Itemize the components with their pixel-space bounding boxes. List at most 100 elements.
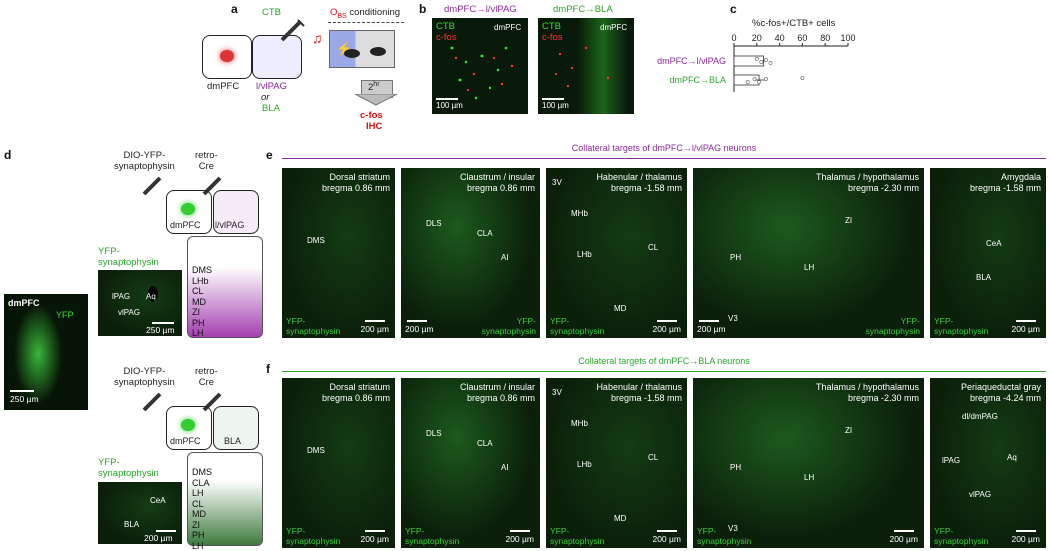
struct-label: LH [804, 473, 814, 482]
tgt-label-top: l/vlPAG [215, 220, 244, 230]
target-list-item: PH [192, 530, 258, 541]
scale-label: 200 µm [652, 534, 681, 544]
cfos-legend: c-fos [436, 32, 457, 43]
neuron-icon [220, 50, 234, 62]
yfp-label: YFP-synaptophysin [286, 316, 340, 336]
data-point [764, 58, 767, 61]
scale-bar [365, 320, 385, 322]
struct-label: AI [501, 463, 509, 472]
scale-label: 200 µm [360, 534, 389, 544]
data-point [760, 60, 763, 63]
ctb-legend: CTB [542, 21, 561, 32]
scale-bar [436, 98, 458, 100]
scale-bar [510, 530, 530, 532]
struct-label: DMS [307, 446, 325, 455]
x-tick-label: 0 [731, 33, 736, 43]
scale-bar [156, 530, 176, 532]
scale-label: 200 µm [697, 324, 726, 334]
scale-bar [657, 530, 677, 532]
scale-label: 200 µm [889, 534, 918, 544]
struct-label: 3V [552, 388, 562, 397]
scale-bar [1016, 530, 1036, 532]
dmpfc-injection-image: dmPFC YFP 250 µm [4, 294, 88, 410]
img1-title: dmPFC→l/vlPAG [444, 4, 517, 15]
struct-label: DLS [426, 219, 442, 228]
retro-label: retro-Cre [195, 150, 218, 172]
target-list-item: MD [192, 297, 258, 308]
yfp-label: YFP-synaptophysin [482, 316, 536, 336]
target-list-item: CLA [192, 478, 258, 489]
virus-label: DIO-YFP-synaptophysin [114, 366, 175, 388]
struct-label: vlPAG [969, 490, 991, 499]
target-list-item: CL [192, 286, 258, 297]
panel-label-d: d [4, 148, 11, 162]
region-label: dmPFC [494, 23, 521, 32]
yfp-label: YFP-synaptophysin [934, 526, 988, 546]
dmpfc-label: dmPFC [207, 81, 239, 92]
yfp-label: YFP-synaptophysin [934, 316, 988, 336]
scale-bar [894, 530, 914, 532]
yfp-label: YFP-synaptophysin [405, 526, 459, 546]
scale-label: 250 µm [10, 394, 39, 404]
struct-label: CL [648, 243, 658, 252]
struct-label: Aq [146, 292, 156, 301]
target-list-item: DMS [192, 467, 258, 478]
scale-bar [657, 320, 677, 322]
struct-label: lPAG [942, 456, 960, 465]
target-list-item: PH [192, 318, 258, 329]
ctb-cfos-image-1: CTB c-fos dmPFC 100 µm [432, 18, 528, 114]
struct-label: CLA [477, 439, 493, 448]
bar [734, 56, 764, 66]
yfp-label-top: YFP-synaptophysin [98, 246, 159, 268]
scale-bar [542, 98, 564, 100]
scale-label: 250 µm [146, 325, 175, 335]
yfp-label: YFP-synaptophysin [550, 526, 604, 546]
pag-image: lPAG Aq vlPAG 250 µm [98, 270, 182, 336]
struct-label: BLA [976, 273, 991, 282]
struct-label: BLA [124, 520, 139, 529]
conditioning-title: OBS conditioning [330, 7, 400, 20]
struct-label: LHb [577, 460, 592, 469]
scale-label: 200 µm [144, 533, 173, 543]
panel-label-a: a [231, 2, 238, 16]
struct-label: Aq [1007, 453, 1017, 462]
row-label: dmPFC→BLA [669, 75, 726, 85]
struct-label: dl/dmPAG [962, 412, 998, 421]
f-header: Collateral targets of dmPFC→BLA neurons [282, 356, 1046, 366]
scale-label: 200 µm [1011, 324, 1040, 334]
img2-title: dmPFC→BLA [553, 4, 613, 15]
scale-label: 200 µm [405, 324, 434, 334]
scale-label: 100 µm [542, 101, 569, 110]
x-tick-label: 20 [752, 33, 762, 43]
ctb-legend: CTB [436, 21, 455, 32]
struct-label: lPAG [112, 292, 130, 301]
struct-label: vlPAG [118, 308, 140, 317]
neuron-icon [181, 203, 195, 215]
tone-icon: ♫ [312, 30, 323, 46]
data-point [769, 61, 772, 64]
struct-label: PH [730, 463, 741, 472]
amygdala-image: CeA BLA 200 µm [98, 482, 182, 544]
scale-label: 200 µm [505, 534, 534, 544]
struct-label: MHb [571, 209, 588, 218]
x-tick-label: 100 [840, 33, 855, 43]
yfp-label: YFP-synaptophysin [286, 526, 340, 546]
mouse-icon [370, 47, 386, 56]
